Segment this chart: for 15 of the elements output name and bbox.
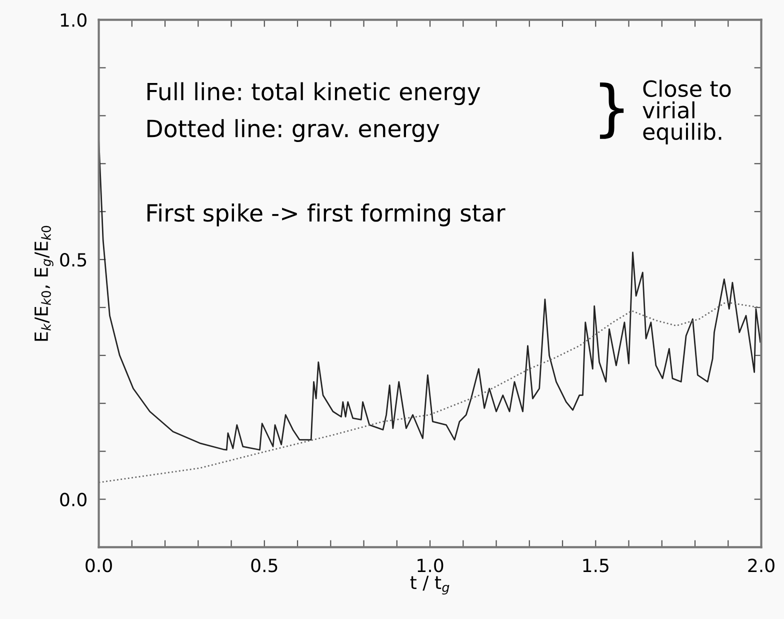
annotation: }: [600, 82, 624, 139]
annotation: Full line: total kinetic energy: [147, 82, 480, 106]
y-tick-label: 1.0: [60, 13, 86, 27]
y-axis-title: E$_{k}$/E$_{k0}$, E$_{g}$/E$_{k0}$: [34, 226, 54, 341]
x-tick-label: 1.5: [583, 558, 608, 572]
annotation: Dotted line: grav. energy: [147, 119, 440, 142]
y-tick-label: 0.0: [60, 492, 86, 506]
y-tick-label: 0.5: [60, 252, 86, 267]
x-tick-label: 0.5: [251, 558, 278, 572]
annotation: Close to virial equilib.: [642, 80, 731, 144]
x-tick-label: 0.0: [86, 558, 112, 572]
x-tick-label: 2.0: [748, 558, 774, 572]
annotation: First spike -> first forming star: [147, 204, 506, 226]
x-axis-title: t / t$_{g}$: [410, 576, 450, 595]
x-tick-label: 1.0: [418, 558, 444, 572]
